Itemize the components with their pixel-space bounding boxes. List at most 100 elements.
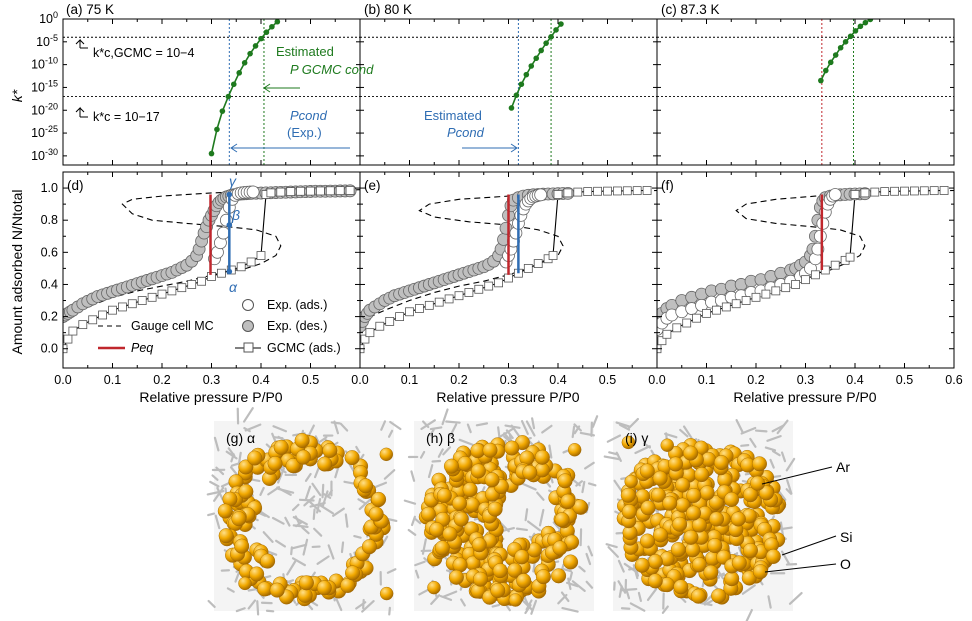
silica-bond bbox=[629, 602, 646, 612]
legend-gcmc: GCMC (ads.) bbox=[267, 341, 341, 355]
silica-bond bbox=[661, 605, 669, 614]
argon-atom bbox=[621, 435, 636, 450]
argon-atom bbox=[731, 555, 747, 571]
argon-atom bbox=[448, 569, 464, 585]
silica-bond bbox=[619, 587, 638, 592]
silica-bond bbox=[226, 587, 235, 593]
gcmc-point bbox=[603, 186, 612, 196]
silica-bond bbox=[584, 461, 595, 470]
silica-bond bbox=[682, 425, 693, 439]
argon-atom bbox=[297, 587, 313, 603]
x-tick-label: 0.3 bbox=[797, 373, 814, 387]
panel-e-title: (e) bbox=[364, 178, 381, 193]
gcmc-point bbox=[325, 186, 335, 196]
silica-bond bbox=[235, 607, 246, 613]
argon-atom bbox=[711, 588, 727, 604]
kstar-point bbox=[252, 43, 259, 49]
silica-bond bbox=[361, 600, 375, 613]
argon-atom bbox=[484, 472, 500, 488]
silica-bond bbox=[292, 524, 309, 528]
silica-bond bbox=[242, 407, 254, 423]
silica-bond bbox=[499, 521, 510, 533]
silica-bond bbox=[207, 512, 216, 517]
argon-atom bbox=[758, 485, 774, 501]
argon-atom bbox=[457, 456, 473, 472]
isotherm-panel-2 bbox=[657, 186, 954, 354]
argon-atom bbox=[508, 593, 523, 607]
argon-atom bbox=[713, 455, 729, 471]
argon-atom bbox=[690, 588, 706, 604]
silica-bond bbox=[745, 608, 753, 621]
beta-label: β bbox=[231, 207, 240, 223]
label-si: Si bbox=[840, 529, 852, 545]
gcmc-point bbox=[632, 186, 642, 196]
iso-tick-label: 1.0 bbox=[41, 181, 58, 195]
kstar-point bbox=[513, 92, 520, 98]
silica-bond bbox=[290, 546, 293, 556]
silica-bond bbox=[581, 480, 586, 494]
silica-bond bbox=[475, 422, 489, 427]
silica-bond bbox=[548, 444, 553, 459]
legend-marker-exp-des bbox=[242, 320, 254, 332]
iso-tick-label: 0.0 bbox=[41, 342, 58, 356]
silica-bond bbox=[578, 565, 586, 573]
argon-atom bbox=[620, 487, 636, 503]
x-tick-label: 0.1 bbox=[104, 373, 121, 387]
estimated-gcmc-annotation: Estimated P GCMC cond bbox=[263, 44, 374, 93]
gcmc-point bbox=[662, 329, 672, 339]
silica-bond bbox=[617, 559, 625, 573]
argon-atom bbox=[472, 571, 488, 587]
argon-atom bbox=[507, 562, 523, 578]
silica-bond bbox=[587, 482, 597, 487]
argon-atom bbox=[691, 557, 707, 573]
legend-marker-exp-ads bbox=[242, 299, 254, 311]
silica-bond bbox=[333, 420, 340, 435]
argon-atom bbox=[730, 511, 746, 527]
silica-bond bbox=[430, 594, 441, 605]
x-tick-label: 0.5 bbox=[599, 373, 616, 387]
argon-atom bbox=[462, 482, 478, 498]
pcond-exp-line1: Pcond bbox=[290, 108, 328, 123]
gcmc-point bbox=[127, 299, 137, 309]
argon-atom bbox=[683, 529, 699, 545]
gcmc-point bbox=[424, 300, 434, 310]
silica-bond bbox=[271, 432, 277, 443]
argon-atom bbox=[361, 539, 377, 555]
silica-bond bbox=[741, 584, 756, 595]
argon-atom bbox=[672, 516, 688, 532]
silica-bond bbox=[407, 528, 417, 536]
kstar-point bbox=[269, 23, 275, 30]
silica-bond bbox=[209, 480, 220, 488]
silica-bond bbox=[380, 420, 387, 431]
gcmc-point bbox=[692, 313, 701, 323]
argon-atom bbox=[294, 433, 310, 449]
gcmc-point bbox=[657, 336, 667, 346]
silica-bond bbox=[520, 598, 534, 612]
state-marker bbox=[226, 222, 233, 228]
gcmc-point bbox=[811, 270, 820, 280]
silica-bond bbox=[538, 508, 545, 527]
gcmc-point bbox=[504, 273, 513, 283]
silica-bond bbox=[491, 603, 500, 608]
silica-bond bbox=[271, 516, 285, 525]
argon-atom bbox=[535, 569, 551, 585]
silica-bond bbox=[557, 593, 568, 605]
argon-atom bbox=[443, 458, 459, 474]
silica-bond bbox=[561, 567, 573, 573]
silica-bond bbox=[567, 577, 572, 591]
kstar-point bbox=[508, 105, 515, 111]
silica-bond bbox=[437, 448, 444, 458]
silica-bond bbox=[606, 434, 622, 443]
gcmc-point bbox=[613, 186, 622, 196]
silica-bond bbox=[585, 580, 594, 589]
silica-bond bbox=[259, 486, 265, 496]
kstar-point bbox=[558, 21, 564, 27]
argon-atom bbox=[670, 542, 686, 558]
silica-bond bbox=[286, 560, 297, 576]
argon-atom bbox=[707, 538, 723, 554]
kstar-point bbox=[236, 70, 243, 76]
argon-atom bbox=[662, 495, 678, 511]
argon-atom bbox=[322, 442, 338, 458]
axes: 0.0 0.1 0.2 0.3 0.4 0.5 0.0 0.1 0.2 0.3 0.4 0.5 0.0 0… bbox=[31, 10, 963, 387]
argon-atom bbox=[317, 456, 333, 472]
